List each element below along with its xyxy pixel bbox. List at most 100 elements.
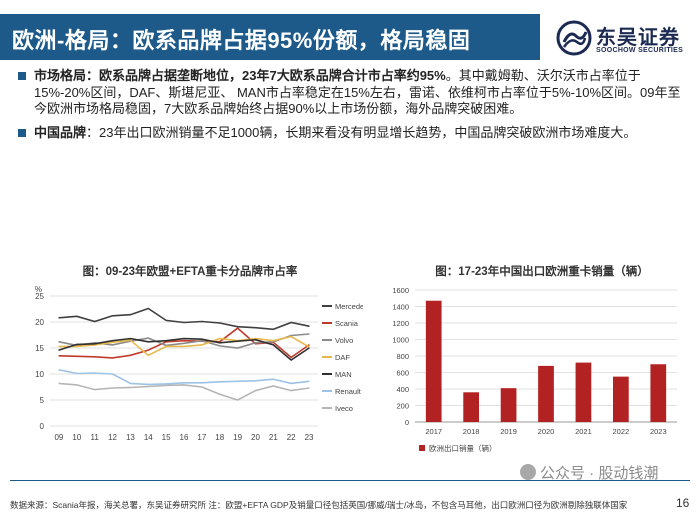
bullet-market-structure: 市场格局：欧系品牌占据垄断地位，23年7大欧系品牌合计市占率约95%。其中戴姆勒…: [18, 68, 690, 118]
data-point-mercedes: [272, 328, 274, 330]
logo-mark-icon: [556, 20, 592, 56]
data-point-volvo: [183, 342, 185, 344]
data-point-scania: [308, 344, 310, 346]
legend-label: Renault: [335, 387, 362, 396]
data-point-mercedes: [254, 327, 257, 329]
data-point-man: [58, 349, 60, 351]
data-point-daf: [183, 345, 185, 348]
data-point-man: [237, 340, 239, 342]
bullet-square-icon: [18, 128, 26, 137]
data-point-renault: [290, 382, 292, 384]
x-tick-label: 2017: [425, 427, 442, 436]
data-point-iveco: [237, 399, 239, 401]
data-point-mercedes: [76, 315, 78, 317]
x-tick-label: 2023: [650, 427, 667, 436]
y-tick-label: 400: [396, 385, 409, 394]
data-point-mercedes: [165, 319, 167, 322]
watermark-text: 公众号 · 股动钱潮: [540, 465, 659, 482]
data-point-daf: [308, 346, 310, 348]
data-point-scania: [129, 354, 131, 356]
data-point-daf: [201, 344, 203, 346]
y-tick-label: 800: [396, 352, 409, 361]
data-point-scania: [183, 340, 185, 342]
data-point-iveco: [94, 389, 96, 391]
bullet-lead: 市场格局：: [34, 68, 100, 83]
x-tick-label: 2019: [500, 427, 517, 436]
data-point-scania: [290, 356, 292, 358]
data-point-man: [76, 343, 78, 345]
y-tick-label: 25: [35, 292, 44, 301]
data-point-renault: [237, 380, 239, 382]
legend-label: Volvo: [335, 336, 353, 345]
legend-label: Iveco: [335, 404, 353, 413]
data-point-daf: [290, 335, 292, 338]
data-point-iveco: [308, 387, 310, 389]
y-tick-label: 600: [396, 369, 409, 378]
data-point-volvo: [290, 334, 292, 337]
data-point-scania: [94, 356, 96, 358]
y-tick-label: 1000: [392, 336, 409, 345]
x-tick-label: 12: [108, 433, 117, 442]
data-point-scania: [111, 357, 114, 359]
data-point-renault: [147, 383, 149, 385]
bar-2023: [650, 364, 667, 422]
x-tick-label: 10: [72, 433, 81, 442]
x-tick-label: 2021: [575, 427, 592, 436]
data-point-iveco: [111, 387, 114, 389]
data-point-man: [165, 340, 167, 342]
data-point-mercedes: [308, 325, 310, 327]
data-point-mercedes: [183, 321, 185, 324]
logo-name-en: SOOCHOW SECURITIES: [596, 47, 684, 54]
data-point-mercedes: [201, 320, 203, 323]
data-point-mercedes: [219, 322, 221, 324]
y-tick-label: 20: [35, 318, 44, 327]
data-point-man: [129, 338, 131, 340]
data-point-volvo: [219, 345, 221, 347]
x-tick-label: 11: [91, 433, 100, 442]
x-tick-label: 21: [269, 433, 278, 442]
bar-2022: [612, 376, 629, 422]
market-share-line-chart: % 0 5 10 15 20 25 09 10 11 12 13 14 15 16 17 18 19 20 21 22 2…: [35, 285, 363, 442]
data-point-renault: [308, 380, 310, 382]
data-point-renault: [165, 383, 167, 385]
wechat-icon: [520, 464, 536, 480]
data-point-mercedes: [147, 307, 149, 310]
chart-title-market-share: 图：09-23年欧盟+EFTA重卡分品牌市占率: [82, 266, 298, 278]
data-point-volvo: [237, 347, 239, 349]
x-tick-label: 2020: [538, 427, 555, 436]
bar-2018: [463, 392, 480, 422]
data-point-man: [201, 338, 203, 340]
data-point-mercedes: [129, 314, 131, 316]
x-tick-label: 14: [144, 433, 153, 442]
legend-label: MAN: [335, 370, 352, 379]
export-volume-bar-chart: 0 200 400 600 800 1000 1200 1400 1600 2017 2018 201…: [392, 286, 677, 453]
y-tick-label: 200: [396, 402, 409, 411]
data-point-mercedes: [94, 320, 96, 323]
footer-divider: [10, 480, 690, 481]
data-point-man: [290, 359, 292, 361]
series-line-mercedes: [58, 307, 310, 331]
data-point-renault: [219, 381, 221, 383]
data-point-renault: [201, 382, 203, 384]
x-tick-label: 23: [305, 433, 314, 442]
data-point-daf: [147, 354, 149, 356]
data-point-daf: [272, 340, 274, 342]
x-tick-label: 20: [251, 433, 260, 442]
y-tick-label: 10: [35, 370, 44, 379]
data-point-daf: [111, 341, 114, 343]
data-point-iveco: [254, 390, 257, 392]
data-point-man: [254, 339, 257, 341]
legend-label: Scania: [335, 319, 359, 328]
data-point-renault: [94, 372, 96, 374]
bullet-lead: 中国品牌: [34, 124, 87, 140]
data-point-mercedes: [111, 315, 114, 317]
data-point-daf: [165, 345, 167, 348]
series-line-renault: [58, 369, 310, 386]
legend-label: DAF: [335, 353, 350, 362]
data-point-volvo: [308, 333, 310, 335]
data-point-scania: [147, 349, 149, 351]
x-tick-label: 13: [126, 433, 135, 442]
x-tick-label: 16: [180, 433, 189, 442]
data-point-iveco: [272, 385, 274, 387]
data-point-mercedes: [237, 326, 239, 328]
